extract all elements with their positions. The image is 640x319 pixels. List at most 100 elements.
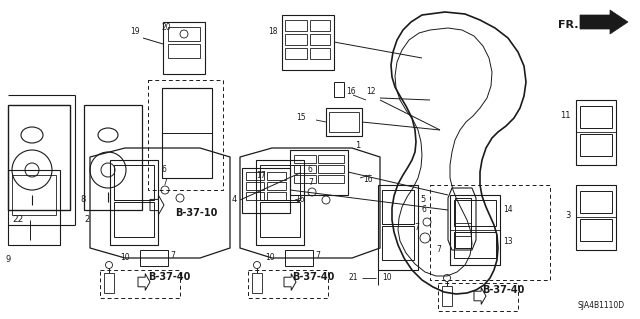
Bar bbox=[246, 172, 264, 180]
Text: 7: 7 bbox=[436, 246, 441, 255]
Bar bbox=[382, 226, 414, 260]
Bar bbox=[294, 165, 316, 173]
Text: 3: 3 bbox=[566, 211, 571, 219]
Text: 20: 20 bbox=[162, 24, 172, 33]
Text: 7: 7 bbox=[315, 250, 320, 259]
Bar bbox=[580, 191, 612, 213]
Polygon shape bbox=[138, 274, 150, 290]
Text: 16: 16 bbox=[363, 175, 372, 184]
Bar bbox=[260, 165, 300, 200]
Bar bbox=[282, 15, 334, 70]
Text: 7: 7 bbox=[414, 224, 419, 233]
Bar bbox=[163, 22, 205, 74]
Bar bbox=[8, 105, 70, 210]
Text: B-37-40: B-37-40 bbox=[148, 272, 190, 282]
Text: 13: 13 bbox=[503, 238, 513, 247]
Bar bbox=[110, 160, 158, 245]
Bar bbox=[580, 219, 612, 241]
Bar bbox=[8, 170, 60, 245]
Bar bbox=[294, 155, 316, 163]
Bar bbox=[455, 198, 471, 248]
Text: 12: 12 bbox=[366, 87, 376, 97]
Text: FR.: FR. bbox=[558, 20, 579, 30]
Bar bbox=[104, 273, 114, 293]
Text: B-37-40: B-37-40 bbox=[482, 285, 524, 295]
Bar bbox=[382, 190, 414, 224]
Bar bbox=[329, 112, 359, 132]
Bar bbox=[114, 202, 154, 237]
Text: 14: 14 bbox=[503, 205, 513, 214]
Bar bbox=[310, 20, 330, 31]
Bar bbox=[84, 105, 142, 210]
Polygon shape bbox=[284, 274, 296, 290]
Bar bbox=[318, 165, 344, 173]
Text: 15: 15 bbox=[296, 113, 306, 122]
Bar bbox=[310, 48, 330, 59]
Text: 17: 17 bbox=[256, 170, 266, 180]
Bar bbox=[576, 185, 616, 250]
Bar bbox=[326, 108, 362, 136]
Text: 5: 5 bbox=[420, 196, 425, 204]
Text: 6: 6 bbox=[422, 205, 427, 214]
Bar bbox=[168, 27, 200, 41]
Text: 8: 8 bbox=[81, 196, 86, 204]
Bar bbox=[454, 200, 496, 226]
Text: 10: 10 bbox=[382, 273, 392, 283]
Text: 1: 1 bbox=[355, 140, 360, 150]
Text: 21: 21 bbox=[349, 273, 358, 283]
Bar bbox=[168, 44, 200, 58]
Bar bbox=[454, 232, 496, 258]
Text: 16: 16 bbox=[346, 87, 356, 97]
Bar bbox=[285, 48, 307, 59]
Bar bbox=[267, 182, 286, 190]
Bar bbox=[378, 185, 418, 270]
Text: 19: 19 bbox=[130, 27, 140, 36]
Text: B-37-10: B-37-10 bbox=[175, 208, 218, 218]
Bar bbox=[267, 172, 286, 180]
Bar bbox=[242, 168, 290, 213]
Text: SJA4B1110D: SJA4B1110D bbox=[578, 301, 625, 310]
Bar bbox=[294, 175, 316, 183]
Text: 7: 7 bbox=[162, 178, 167, 187]
Bar bbox=[580, 134, 612, 156]
Bar bbox=[246, 192, 264, 200]
Bar bbox=[267, 192, 286, 200]
Bar bbox=[285, 34, 307, 45]
Text: 22: 22 bbox=[12, 215, 24, 224]
Bar bbox=[334, 82, 344, 97]
Bar bbox=[260, 202, 300, 237]
Text: 7: 7 bbox=[170, 250, 175, 259]
Bar bbox=[576, 100, 616, 165]
Text: 10: 10 bbox=[265, 253, 275, 262]
Bar bbox=[140, 250, 168, 266]
Bar bbox=[285, 250, 313, 266]
Bar bbox=[252, 273, 262, 293]
Text: 10: 10 bbox=[120, 253, 130, 262]
Bar bbox=[310, 34, 330, 45]
Bar bbox=[442, 286, 452, 306]
Bar bbox=[12, 175, 56, 215]
Bar bbox=[450, 195, 500, 265]
Text: 6: 6 bbox=[162, 165, 167, 174]
Bar bbox=[248, 270, 328, 298]
Bar bbox=[318, 175, 344, 183]
Text: 4: 4 bbox=[232, 196, 237, 204]
Bar bbox=[318, 155, 344, 163]
Text: 6: 6 bbox=[308, 165, 313, 174]
Bar bbox=[256, 160, 304, 245]
Bar bbox=[100, 270, 180, 298]
Bar bbox=[438, 283, 518, 311]
Text: 16: 16 bbox=[295, 196, 305, 204]
Bar bbox=[114, 165, 154, 200]
Bar bbox=[162, 88, 212, 178]
Bar bbox=[580, 106, 612, 128]
Polygon shape bbox=[150, 195, 164, 215]
Text: 2: 2 bbox=[84, 215, 89, 224]
Bar bbox=[285, 20, 307, 31]
Polygon shape bbox=[474, 288, 486, 304]
Polygon shape bbox=[580, 10, 628, 34]
Bar bbox=[148, 80, 223, 190]
Text: 9: 9 bbox=[5, 255, 10, 264]
Text: B-37-40: B-37-40 bbox=[292, 272, 334, 282]
Text: 18: 18 bbox=[268, 27, 278, 36]
